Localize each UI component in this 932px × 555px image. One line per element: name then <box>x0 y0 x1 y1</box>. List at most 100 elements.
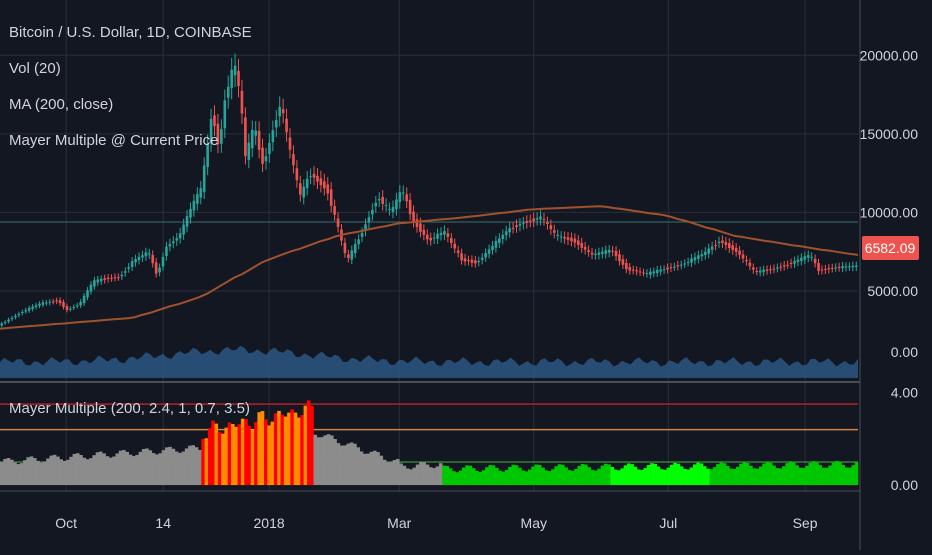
mayer-bar <box>191 445 195 486</box>
mayer-bar <box>3 458 7 486</box>
candle-body <box>841 266 844 269</box>
ma-series <box>0 205 859 330</box>
mayer-pane <box>0 400 859 486</box>
candle-body <box>439 232 443 236</box>
candle-body <box>649 271 652 275</box>
candle-body <box>377 199 381 201</box>
mayer-bar <box>29 456 34 486</box>
candle-body <box>206 143 209 167</box>
mayer-bar <box>303 405 308 486</box>
mayer-bar <box>445 465 450 486</box>
mayer-bar <box>448 468 453 486</box>
mayer-bar <box>369 451 374 486</box>
mayer-bar <box>455 472 459 486</box>
candle-body <box>621 259 625 265</box>
mayer-bar <box>544 470 549 486</box>
candle-body <box>103 278 106 280</box>
mayer-bar <box>425 464 430 486</box>
candle-body <box>786 264 789 266</box>
mayer-bar <box>359 451 364 486</box>
mayer-bar <box>666 467 671 486</box>
mayer-bar <box>9 459 14 486</box>
mayer-bar <box>250 429 255 486</box>
candle-body <box>254 130 257 136</box>
candle-body <box>268 142 271 154</box>
mayer-bar <box>415 464 420 486</box>
mayer-bar <box>551 469 555 486</box>
candle-body <box>848 266 851 268</box>
candle-body <box>285 118 288 133</box>
candle-body <box>398 192 402 203</box>
mayer-bar <box>745 463 750 486</box>
mayer-bar <box>851 465 855 486</box>
mayer-bar <box>118 450 123 486</box>
candle-body <box>518 223 522 226</box>
mayer-bar <box>214 423 219 486</box>
candle-body <box>158 267 161 273</box>
mayer-bar <box>247 425 252 486</box>
candle-body <box>405 194 408 202</box>
mayer-bar <box>528 469 532 486</box>
candle-body <box>419 223 422 232</box>
mayer-bar <box>739 463 743 486</box>
candle-body <box>714 244 717 246</box>
mayer-bar <box>39 462 44 486</box>
mayer-bar <box>217 431 222 486</box>
candle-body <box>796 259 800 262</box>
candle-body <box>271 130 275 143</box>
mayer-bar <box>501 471 506 486</box>
mayer-bar <box>389 461 393 486</box>
candle-body <box>309 176 312 178</box>
mayer-bar <box>23 460 27 486</box>
mayer-bar <box>336 443 341 486</box>
mayer-bar <box>306 400 311 486</box>
mayer-bar <box>257 412 261 486</box>
mayer-bar <box>297 417 301 486</box>
candle-body <box>244 117 247 156</box>
mayer-bar <box>174 451 179 486</box>
candle-body <box>782 265 786 267</box>
mayer-bar <box>574 469 578 486</box>
candle-body <box>717 241 721 244</box>
mayer-bar <box>283 416 288 486</box>
candle-body <box>580 242 584 248</box>
candle-body <box>72 306 76 308</box>
candle-body <box>583 246 587 250</box>
candle-body <box>27 307 31 311</box>
candle-body <box>113 277 117 279</box>
candle-body <box>491 245 494 250</box>
mayer-bar <box>161 450 166 486</box>
mayer-bar <box>99 451 103 486</box>
mayer-bar <box>785 463 789 486</box>
mayer-bar <box>511 464 516 486</box>
candle-body <box>769 269 772 271</box>
candle-body <box>697 255 700 259</box>
mayer-bar <box>828 465 832 486</box>
price-axis-tick-label: 20000.00 <box>860 47 919 63</box>
mayer-bar <box>554 466 558 486</box>
candle-body <box>86 290 89 298</box>
mayer-bar <box>108 457 113 486</box>
candle-body <box>806 255 810 258</box>
candle-body <box>638 271 642 273</box>
candle-body <box>498 238 501 243</box>
mayer-bar <box>148 450 153 486</box>
candle-body <box>425 234 429 240</box>
mayer-bar <box>33 458 37 486</box>
candle-body <box>779 266 783 268</box>
candle-body <box>508 228 511 233</box>
candle-body <box>724 242 728 245</box>
candle-body <box>312 173 316 178</box>
mayer-bar <box>128 454 133 486</box>
candle-body <box>755 270 759 272</box>
candle-body <box>226 86 230 98</box>
x-axis-tick-label: Sep <box>793 515 818 531</box>
candle-body <box>542 218 546 220</box>
mayer-bar <box>465 465 469 486</box>
mayer-bar <box>399 463 403 486</box>
mayer-bar <box>452 471 456 486</box>
price-axis-tick-label: 15000.00 <box>860 126 919 142</box>
candle-body <box>772 268 776 270</box>
mayer-bar <box>36 460 40 486</box>
